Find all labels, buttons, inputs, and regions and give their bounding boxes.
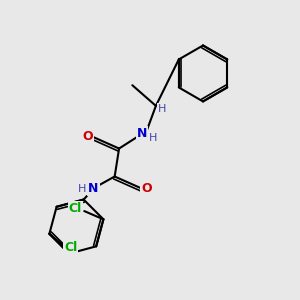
Text: Cl: Cl — [69, 202, 82, 215]
Text: O: O — [141, 182, 152, 195]
Text: N: N — [88, 182, 99, 195]
Text: H: H — [149, 133, 157, 143]
Text: H: H — [77, 184, 86, 194]
Text: N: N — [137, 127, 147, 140]
Text: Cl: Cl — [64, 242, 77, 254]
Text: H: H — [158, 104, 166, 114]
Text: O: O — [82, 130, 93, 143]
